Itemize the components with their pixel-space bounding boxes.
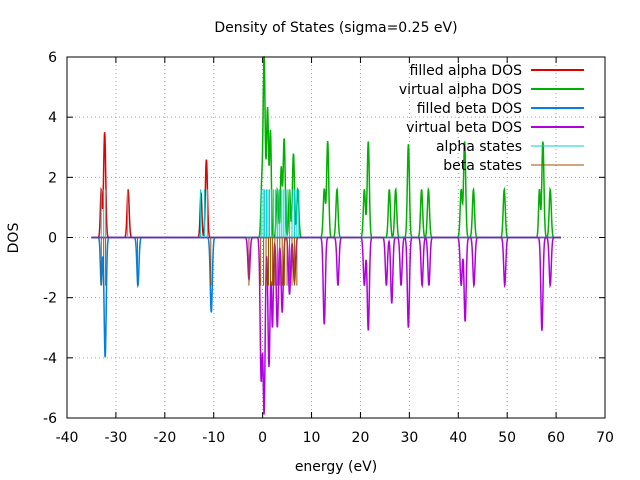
x-tick-label: 40	[449, 430, 467, 446]
legend-entry: virtual beta DOS	[406, 120, 584, 136]
series-layer	[91, 56, 561, 415]
legend-entry: alpha states	[436, 139, 584, 155]
legend-entry: virtual alpha DOS	[399, 82, 584, 98]
chart-title: Density of States (sigma=0.25 eV)	[214, 20, 457, 36]
x-tick-label: -40	[56, 430, 79, 446]
x-tick-label: 30	[400, 430, 418, 446]
legend-label: virtual alpha DOS	[399, 82, 522, 98]
x-tick-label: 60	[547, 430, 565, 446]
y-tick-label: 2	[48, 170, 57, 186]
x-tick-label: -30	[104, 430, 127, 446]
series-alpha-states	[100, 189, 300, 238]
x-tick-label: 50	[498, 430, 516, 446]
legend-label: filled alpha DOS	[410, 63, 523, 79]
x-tick-label: -10	[202, 430, 225, 446]
x-axis-label: energy (eV)	[295, 459, 377, 475]
series-beta-states	[100, 237, 298, 286]
x-tick-label: 0	[258, 430, 267, 446]
y-tick-label: -4	[43, 351, 57, 367]
y-tick-label: 0	[48, 231, 57, 247]
legend-entry: filled alpha DOS	[410, 63, 584, 79]
legend-label: beta states	[443, 158, 522, 174]
x-tick-label: 70	[596, 430, 614, 446]
legend-label: filled beta DOS	[417, 101, 522, 117]
series-line	[91, 236, 561, 415]
y-tick-label: -2	[43, 291, 57, 307]
legend-entry: beta states	[443, 158, 584, 174]
legend: filled alpha DOS virtual alpha DOS filled …	[399, 63, 584, 174]
y-axis-label: DOS	[6, 223, 22, 254]
y-tick-label: 4	[48, 110, 57, 126]
series-virtual-beta-dos	[91, 236, 561, 415]
legend-entry: filled beta DOS	[417, 101, 584, 117]
x-tick-label: 20	[352, 430, 370, 446]
legend-label: virtual beta DOS	[406, 120, 522, 136]
x-tick-label: 10	[303, 430, 321, 446]
legend-label: alpha states	[436, 139, 522, 155]
x-tick-label: -20	[153, 430, 176, 446]
y-tick-label: 6	[48, 50, 57, 66]
y-tick-label: -6	[43, 411, 57, 427]
